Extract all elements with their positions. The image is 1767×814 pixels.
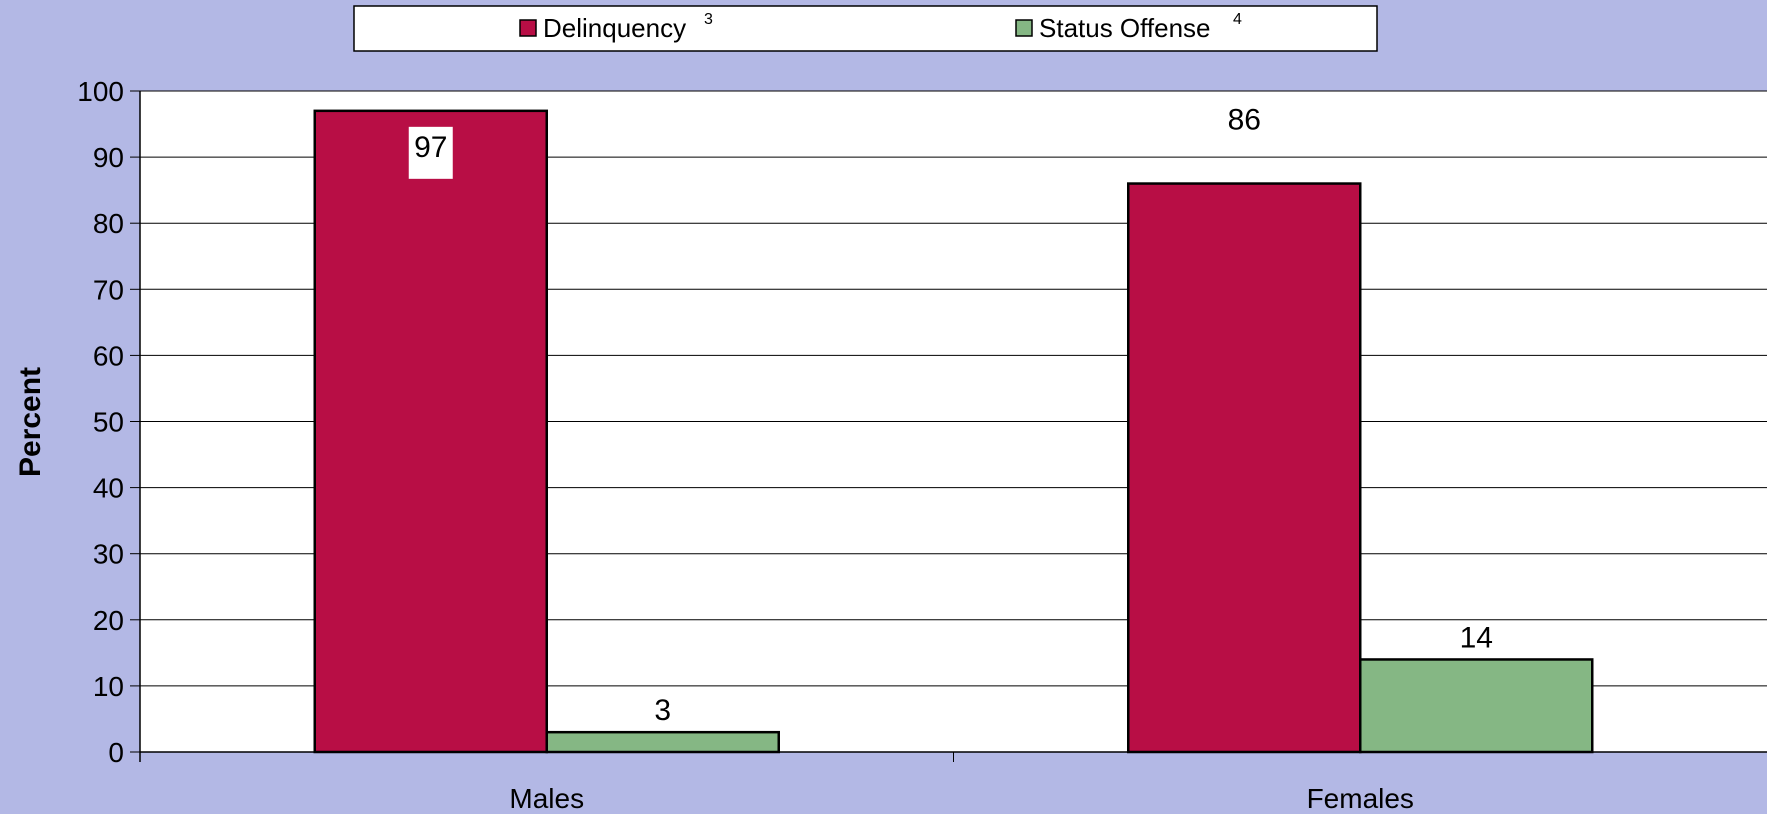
data-label-status-offense-females: 14 bbox=[1460, 621, 1493, 654]
x-axis: Males Females bbox=[509, 752, 1414, 814]
y-tick-label-60: 60 bbox=[93, 340, 124, 371]
legend-sup-status-offense: 4 bbox=[1233, 11, 1242, 28]
y-tick-label-70: 70 bbox=[93, 274, 124, 305]
data-label-delinquency-females: 86 bbox=[1228, 104, 1261, 137]
data-label-bg bbox=[408, 126, 453, 179]
data-label-delinquency-males: 97 bbox=[414, 131, 447, 164]
y-axis-title: Percent bbox=[14, 367, 47, 477]
legend-swatch-delinquency bbox=[519, 19, 537, 37]
y-tick-label-30: 30 bbox=[93, 539, 124, 570]
x-category-label-males: Males bbox=[509, 783, 584, 814]
y-tick-label-20: 20 bbox=[93, 605, 124, 636]
bar-delinquency-males bbox=[313, 109, 548, 754]
legend-swatch-status-offense bbox=[1015, 19, 1033, 37]
legend-box bbox=[353, 5, 1378, 52]
y-axis: 0 10 20 30 40 50 60 70 80 90 100 bbox=[77, 76, 141, 768]
y-tick-label-40: 40 bbox=[93, 473, 124, 504]
y-tick-label-50: 50 bbox=[93, 407, 124, 438]
data-labels: 97 3 86 14 bbox=[408, 104, 1493, 727]
y-tick-label-100: 100 bbox=[77, 76, 124, 107]
bars bbox=[313, 109, 1594, 754]
data-label-status-offense-males: 3 bbox=[654, 694, 671, 727]
legend: Delinquency 3 Status Offense 4 bbox=[353, 5, 1378, 52]
bar-status-offense-males bbox=[545, 730, 780, 754]
y-tick-label-10: 10 bbox=[93, 671, 124, 702]
y-tick-label-0: 0 bbox=[108, 737, 124, 768]
x-category-label-females: Females bbox=[1307, 783, 1414, 814]
legend-label-delinquency: Delinquency bbox=[543, 13, 686, 43]
y-tick-label-80: 80 bbox=[93, 208, 124, 239]
legend-label-status-offense: Status Offense bbox=[1039, 13, 1211, 43]
bar-status-offense-females bbox=[1359, 658, 1594, 754]
bar-delinquency-females bbox=[1127, 182, 1362, 754]
y-tick-label-90: 90 bbox=[93, 142, 124, 173]
legend-sup-delinquency: 3 bbox=[704, 11, 713, 28]
